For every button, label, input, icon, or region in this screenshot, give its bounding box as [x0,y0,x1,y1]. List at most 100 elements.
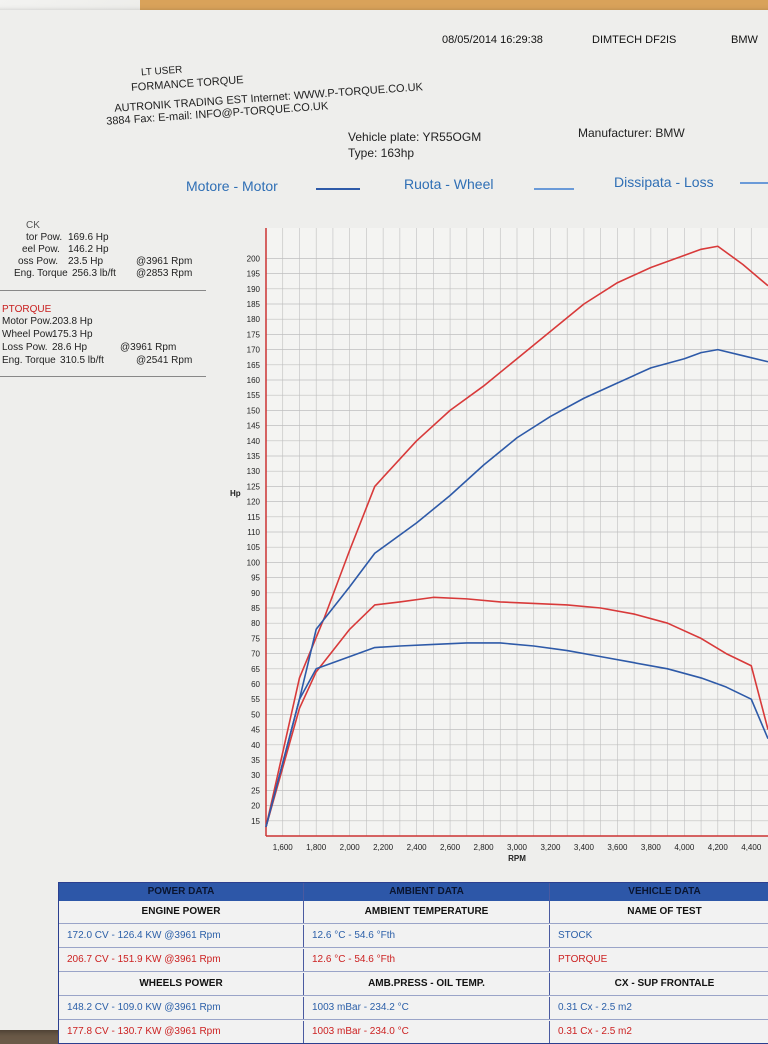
y-tick-label: 180 [247,315,261,324]
x-tick-label: 3,200 [540,843,561,852]
y-tick-label: 40 [251,741,260,750]
header-power-data: POWER DATA [59,883,304,901]
y-tick-label: 90 [251,589,260,598]
y-tick-label: 125 [247,482,261,491]
y-tick-label: 35 [251,756,260,765]
x-tick-label: 3,600 [607,843,628,852]
ptorque-line-4-value: 310.5 lb/ft [60,355,104,366]
y-tick-label: 95 [251,574,260,583]
legend-motor: Motore - Motor [186,178,278,194]
y-tick-label: 65 [251,665,260,674]
table-divider [59,971,768,972]
y-tick-label: 170 [247,346,261,355]
y-tick-label: 160 [247,376,261,385]
y-tick-label: 100 [247,558,261,567]
ptorque-ambient-temp: 12.6 °C - 54.6 °Fth [304,949,550,971]
y-tick-label: 150 [247,406,261,415]
series-line-4 [265,642,768,828]
y-tick-label: 115 [247,513,260,522]
y-tick-label: 20 [251,802,260,811]
stock-line-1-label: tor Pow. [26,232,63,243]
ptorque-cx: 0.31 Cx - 2.5 m2 [558,1026,632,1037]
stock-line-1-value: 169.6 Hp [68,232,109,243]
summary-divider-2 [0,376,206,377]
x-tick-label: 2,600 [440,843,461,852]
table-divider [59,947,768,948]
y-tick-label: 55 [251,695,260,704]
y-tick-label: 120 [247,498,261,507]
y-tick-label: 60 [251,680,260,689]
ptorque-label: PTORQUE [2,304,52,315]
y-tick-label: 190 [247,285,261,294]
print-datetime: 08/05/2014 16:29:38 [442,34,543,46]
x-tick-label: 3,400 [574,843,595,852]
x-tick-label: 2,400 [407,843,428,852]
y-tick-label: 50 [251,710,260,719]
x-axis-label: RPM [508,854,526,863]
ptorque-line-2-value: 175.3 Hp [52,329,93,340]
y-tick-label: 75 [251,634,260,643]
legend-wheel-swatch [534,188,574,190]
section-engine-power: ENGINE POWER [59,901,304,923]
y-tick-label: 130 [247,467,261,476]
y-tick-label: 110 [247,528,260,537]
header-ambient-data: AMBIENT DATA [304,883,550,901]
table-row: 172.0 CV - 126.4 KW @3961 Rpm 12.6 °C - … [59,925,768,947]
x-tick-label: 2,800 [474,843,495,852]
stock-label: CK [26,220,40,231]
stock-ambient-temp: 12.6 °C - 54.6 °Fth [304,925,550,947]
y-tick-label: 175 [247,330,261,339]
y-tick-label: 25 [251,786,260,795]
y-axis-label: Hp [230,489,241,498]
x-tick-label: 4,000 [674,843,695,852]
y-tick-label: 85 [251,604,260,613]
legend-wheel: Ruota - Wheel [404,176,494,192]
section-amb-press-oil-temp: AMB.PRESS - OIL TEMP. [304,973,550,995]
y-tick-label: 45 [251,726,260,735]
stock-line-2-value: 146.2 Hp [68,244,109,255]
x-tick-label: 4,200 [708,843,729,852]
ptorque-line-4-label: Eng. Torque [2,355,56,366]
x-tick-label: 4,400 [741,843,762,852]
device-name: DIMTECH DF2IS [592,34,677,46]
x-tick-label: 2,000 [340,843,361,852]
stock-line-2-label: eel Pow. [22,244,60,255]
y-tick-label: 140 [247,437,261,446]
table-divider [59,995,768,996]
brand-corner: BMW [731,34,758,46]
y-tick-label: 165 [247,361,261,370]
stock-line-3-value: 23.5 Hp [68,256,104,267]
y-tick-label: 155 [247,391,261,400]
ptorque-line-1-label: Motor Pow. [2,316,53,327]
legend-loss-swatch [740,182,768,184]
ptorque-engine-power: 206.7 CV - 151.9 KW @3961 Rpm [59,949,304,971]
data-table: POWER DATA AMBIENT DATA VEHICLE DATA ENG… [58,882,768,1044]
section-ambient-temperature: AMBIENT TEMPERATURE [304,901,550,923]
table-row: 148.2 CV - 109.0 KW @3961 Rpm 1003 mBar … [59,997,768,1019]
y-tick-label: 195 [247,270,261,279]
x-tick-label: 3,000 [507,843,528,852]
y-tick-label: 145 [247,422,261,431]
y-tick-label: 30 [251,771,260,780]
stock-test-name: STOCK [558,930,593,941]
vehicle-manufacturer: Manufacturer: BMW [578,126,685,140]
dyno-chart: 15 20 25 30 35 40 45 50 55 60 65 70 75 80 85 90 95 100 105… [230,228,768,863]
stock-amb-press: 1003 mBar - 234.2 °C [304,997,550,1019]
ptorque-line-3-label: Loss Pow. [2,342,48,353]
series-line-3 [265,596,768,828]
ptorque-test-name: PTORQUE [558,954,608,965]
table-section-1: ENGINE POWER AMBIENT TEMPERATURE NAME OF… [59,901,768,923]
summary-divider-1 [0,290,206,291]
legend-motor-swatch [316,188,360,190]
series-line-1 [265,245,768,828]
y-tick-label: 80 [251,619,260,628]
vehicle-type: Type: 163hp [348,146,415,160]
table-row: 177.8 CV - 130.7 KW @3961 Rpm 1003 mBar … [59,1021,768,1043]
ptorque-line-3-rpm: @3961 Rpm [120,342,177,353]
x-tick-label: 1,800 [306,843,327,852]
y-tick-label: 135 [247,452,261,461]
ptorque-wheels-power: 177.8 CV - 130.7 KW @3961 Rpm [59,1021,304,1043]
stock-line-4-rpm: @2853 Rpm [136,268,193,279]
stock-wheels-power: 148.2 CV - 109.0 KW @3961 Rpm [59,997,304,1019]
vehicle-plate: Vehicle plate: YR55OGM [348,130,482,144]
